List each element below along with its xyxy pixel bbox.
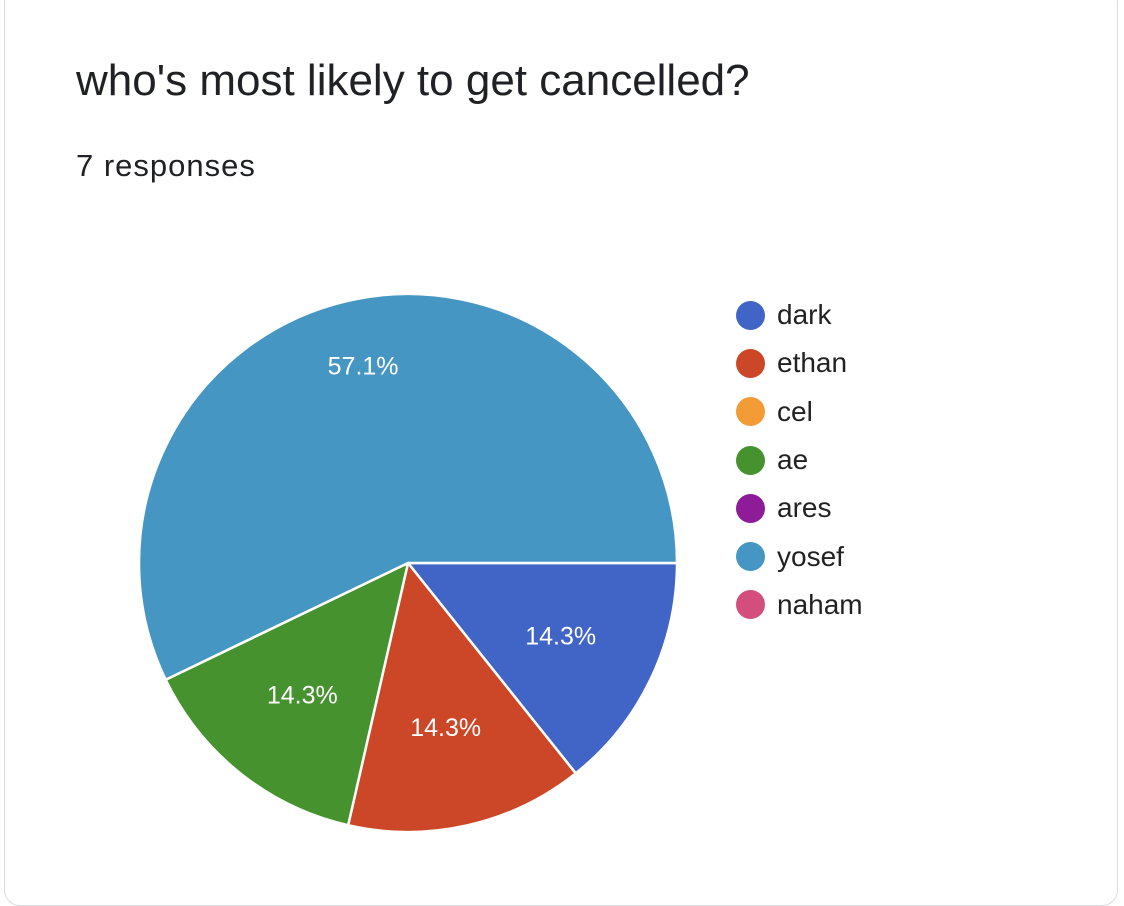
legend-swatch-icon [736,348,765,378]
legend-item-ethan[interactable]: ethan [736,339,863,387]
chart-title: who's most likely to get cancelled? [76,56,750,105]
chart-legend: dark ethan cel ae ares yosef naham [736,291,863,629]
legend-swatch-icon [736,397,765,427]
pie-slice-dark[interactable] [406,561,679,775]
slice-label-ethan: 14.3% [410,714,481,742]
response-count: 7 responses [76,148,256,183]
legend-label: ares [777,492,832,524]
legend-swatch-icon [736,493,765,523]
legend-item-cel[interactable]: cel [736,388,863,436]
legend-item-dark[interactable]: dark [736,291,863,339]
pie-slice-yosef[interactable] [137,292,679,681]
legend-label: ae [777,444,809,476]
slice-label-dark: 14.3% [525,623,596,651]
pie-slice-ethan[interactable] [346,561,577,834]
legend-label: naham [777,588,863,620]
pie-slices [137,292,679,834]
legend-item-naham[interactable]: naham [736,581,863,629]
legend-label: yosef [777,540,844,572]
legend-swatch-icon [736,300,765,330]
legend-swatch-icon [736,445,765,475]
pie-slice-labels: 14.3% 14.3% 14.3% 57.1% [267,352,596,742]
legend-item-ares[interactable]: ares [736,484,863,532]
legend-label: dark [777,299,832,331]
legend-item-ae[interactable]: ae [736,436,863,484]
legend-swatch-icon [736,542,765,572]
legend-label: ethan [777,347,848,379]
legend-swatch-icon [736,590,765,620]
legend-item-yosef[interactable]: yosef [736,532,863,580]
pie-slice-ae[interactable] [164,561,410,827]
slice-label-ae: 14.3% [267,682,338,710]
legend-label: cel [777,395,813,427]
slice-label-yosef: 57.1% [328,352,399,380]
